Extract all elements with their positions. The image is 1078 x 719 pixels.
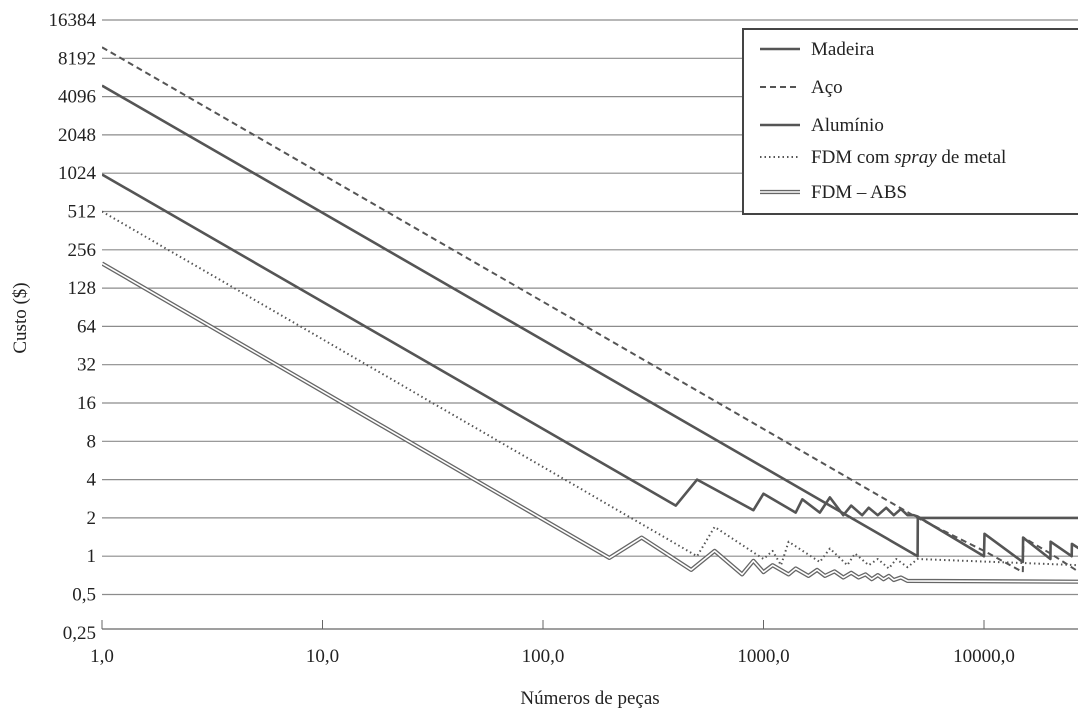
legend-label-aluminio: Alumínio xyxy=(811,115,884,136)
y-tick-label: 4 xyxy=(87,470,97,491)
series-group xyxy=(102,46,1078,584)
x-tick-label: 1,0 xyxy=(90,646,114,667)
series-line-madeira xyxy=(102,84,1078,558)
y-tick-label: 16 xyxy=(77,393,96,414)
legend-label-madeira: Madeira xyxy=(811,39,875,60)
x-tick-label: 10000,0 xyxy=(953,646,1015,667)
x-tick-label: 10,0 xyxy=(306,646,339,667)
y-tick-label: 1024 xyxy=(58,163,97,184)
y-tick-label: 1 xyxy=(87,546,97,567)
y-tick-label: 64 xyxy=(77,316,97,337)
y-tick-label: 2 xyxy=(87,508,97,529)
y-tick-label: 2048 xyxy=(58,125,96,146)
series-line-aluminio xyxy=(102,173,1078,564)
legend-box xyxy=(742,28,1078,215)
legend-label-fdm-spray-pre: FDM com xyxy=(811,147,894,168)
legend-label-fdm-spray: FDM com spray de metal xyxy=(811,147,1006,168)
series-line-fdm-com-spray-de-metal xyxy=(102,210,1078,570)
legend-label-fdm-spray-post: de metal xyxy=(937,147,1007,168)
x-axis-title: Números de peças xyxy=(520,688,659,709)
y-tick-label: 256 xyxy=(68,240,97,261)
x-axis-ticks: 1,0 10,0 100,0 1000,0 10000,0 xyxy=(90,620,1015,667)
y-tick-label: 0,25 xyxy=(63,623,96,644)
legend-label-aco: Aço xyxy=(811,77,843,98)
y-tick-label: 4096 xyxy=(58,87,96,108)
y-tick-label: 32 xyxy=(77,355,96,376)
y-axis-title: Custo ($) xyxy=(10,282,31,353)
y-tick-label: 0,5 xyxy=(72,585,96,606)
x-tick-label: 1000,0 xyxy=(737,646,789,667)
y-tick-label: 8 xyxy=(87,431,97,452)
series-line-fdm-abs-outer xyxy=(102,261,1078,584)
series-line-fdm-abs-inner xyxy=(102,262,1078,583)
y-tick-label: 128 xyxy=(68,278,97,299)
y-tick-label: 512 xyxy=(68,202,97,223)
legend: Madeira Aço Alumínio FDM com spray de me… xyxy=(742,28,1078,215)
y-axis-ticks: 0,25 0,5 1 2 4 8 16 32 64 128 256 512 1024 2048 4096 81… xyxy=(49,10,97,644)
legend-label-fdm-spray-italic: spray xyxy=(894,147,937,168)
legend-label-fdm-abs: FDM – ABS xyxy=(811,182,907,203)
y-tick-label: 16384 xyxy=(49,10,97,31)
x-tick-label: 100,0 xyxy=(522,646,565,667)
y-tick-label: 8192 xyxy=(58,48,96,69)
